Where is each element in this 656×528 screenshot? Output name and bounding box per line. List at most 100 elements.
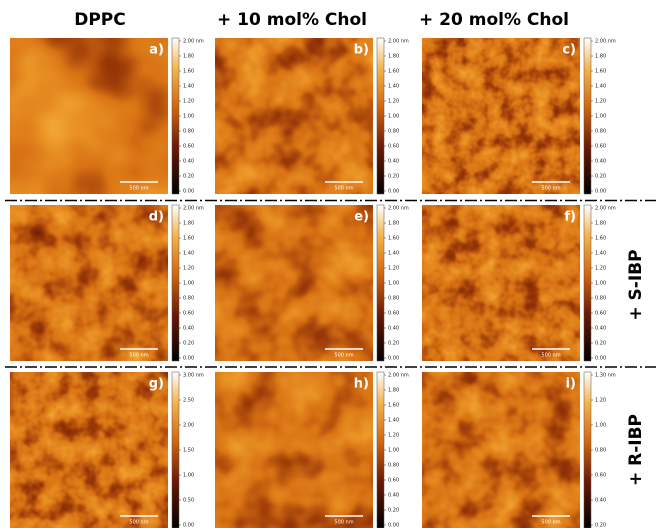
colorbar-label: 2.00 nm — [595, 39, 616, 45]
colorbar-label: 1.80 — [183, 54, 194, 60]
scale-bar-label: 500 nm — [541, 520, 560, 526]
colorbar-label: 0.00 — [595, 356, 606, 362]
scale-bar-label: 500 nm — [334, 520, 353, 526]
colorbar — [172, 372, 179, 528]
colorbar-label: 0.80 — [595, 129, 606, 135]
afm-image — [215, 205, 373, 361]
panel-letter: g) — [149, 377, 164, 392]
colorbar-label: 1.80 — [388, 54, 399, 60]
colorbar-label: 0.50 — [183, 498, 194, 504]
colorbar-label: 0.40 — [595, 159, 606, 165]
colorbar-label: 0.40 — [595, 326, 606, 332]
colorbar-label: 0.40 — [388, 159, 399, 165]
colorbar-label: 1.40 — [183, 84, 194, 90]
colorbar-label: 1.80 — [595, 54, 606, 60]
column-header: + 20 mol% Chol — [419, 10, 569, 30]
colorbar-label: 1.50 — [183, 448, 194, 454]
colorbar-label: 1.60 — [595, 69, 606, 75]
row-label: + R-IBP — [626, 414, 646, 486]
afm-image — [215, 38, 373, 194]
colorbar-label: 0.20 — [183, 174, 194, 180]
colorbar-label: 1.60 — [183, 69, 194, 75]
colorbar-label: 0.60 — [595, 311, 606, 317]
colorbar-label: 1.60 — [388, 236, 399, 242]
colorbar-label: 0.40 — [595, 498, 606, 504]
colorbar-label: 1.00 — [183, 114, 194, 120]
afm-image — [422, 205, 580, 361]
column-header: + 10 mol% Chol — [217, 10, 367, 30]
colorbar-label: 0.00 — [183, 356, 194, 362]
colorbar-label: 1.60 — [388, 403, 399, 409]
colorbar-label: 1.00 — [595, 114, 606, 120]
panel-letter: b) — [354, 43, 369, 58]
colorbar-label: 1.40 — [595, 84, 606, 90]
colorbar-label: 0.00 — [183, 523, 194, 528]
panel-letter: a) — [149, 43, 164, 58]
colorbar-label: 0.80 — [183, 129, 194, 135]
colorbar-label: 2.00 nm — [595, 206, 616, 212]
row-label: + S-IBP — [626, 249, 646, 320]
colorbar-label: 0.80 — [388, 129, 399, 135]
scale-bar-label: 500 nm — [334, 353, 353, 359]
colorbar-label: 2.00 nm — [183, 206, 204, 212]
colorbar-label: 1.20 — [388, 266, 399, 272]
colorbar-label: 0.60 — [388, 144, 399, 150]
colorbar-label: 0.60 — [183, 144, 194, 150]
colorbar-label: 1.00 — [388, 448, 399, 454]
colorbar-label: 0.60 — [183, 311, 194, 317]
panel-letter: i) — [566, 377, 576, 392]
colorbar-label: 3.00 nm — [183, 373, 204, 379]
colorbar-label: 2.00 nm — [183, 39, 204, 45]
colorbar-label: 0.20 — [595, 341, 606, 347]
colorbar-label: 1.40 — [388, 251, 399, 257]
colorbar-label: 1.00 — [388, 281, 399, 287]
scale-bar-label: 500 nm — [129, 353, 148, 359]
afm-image — [422, 372, 580, 528]
scale-bar-label: 500 nm — [541, 353, 560, 359]
colorbar-label: 0.40 — [183, 159, 194, 165]
colorbar-label: 1.60 — [183, 236, 194, 242]
afm-image — [215, 372, 373, 528]
colorbar-label: 1.60 — [595, 236, 606, 242]
colorbar-label: 1.80 — [388, 221, 399, 227]
colorbar-label: 0.60 — [388, 478, 399, 484]
scale-bar-label: 500 nm — [541, 186, 560, 192]
scale-bar-label: 500 nm — [334, 186, 353, 192]
colorbar-label: 0.40 — [388, 493, 399, 499]
colorbar — [584, 38, 591, 194]
colorbar-label: 1.80 — [595, 221, 606, 227]
colorbar-label: 2.00 nm — [388, 206, 409, 212]
colorbar-label: 1.30 nm — [595, 373, 616, 379]
colorbar-label: 0.00 — [183, 189, 194, 195]
colorbar-label: 0.20 — [388, 341, 399, 347]
colorbar-label: 0.20 — [183, 341, 194, 347]
colorbar — [172, 38, 179, 194]
colorbar-label: 1.00 — [183, 473, 194, 479]
colorbar-label: 1.80 — [388, 388, 399, 394]
colorbar-label: 1.80 — [183, 221, 194, 227]
colorbar-label: 1.40 — [388, 418, 399, 424]
colorbar-label: 1.60 — [388, 69, 399, 75]
colorbar-label: 0.80 — [595, 296, 606, 302]
panel-letter: e) — [354, 210, 369, 225]
colorbar-label: 2.00 nm — [388, 39, 409, 45]
colorbar-label: 0.40 — [388, 326, 399, 332]
colorbar-label: 0.00 — [595, 189, 606, 195]
colorbar-label: 0.60 — [595, 144, 606, 150]
colorbar — [172, 205, 179, 361]
colorbar-label: 1.40 — [595, 251, 606, 257]
colorbar-label: 0.80 — [388, 296, 399, 302]
colorbar-label: 2.00 nm — [388, 373, 409, 379]
colorbar-label: 1.40 — [183, 251, 194, 257]
afm-image — [10, 38, 168, 194]
colorbar-label: 1.00 — [595, 281, 606, 287]
colorbar-label: 0.20 — [388, 174, 399, 180]
colorbar-label: 1.20 — [595, 398, 606, 404]
colorbar-label: 0.00 — [388, 189, 399, 195]
colorbar-label: 0.20 — [388, 508, 399, 514]
panel-letter: c) — [562, 43, 576, 58]
afm-image — [10, 372, 168, 528]
colorbar-label: 0.20 — [595, 523, 606, 528]
colorbar — [584, 372, 591, 528]
figure: DPPC+ 10 mol% Chol+ 20 mol% Chol+ S-IBP+… — [0, 0, 656, 528]
